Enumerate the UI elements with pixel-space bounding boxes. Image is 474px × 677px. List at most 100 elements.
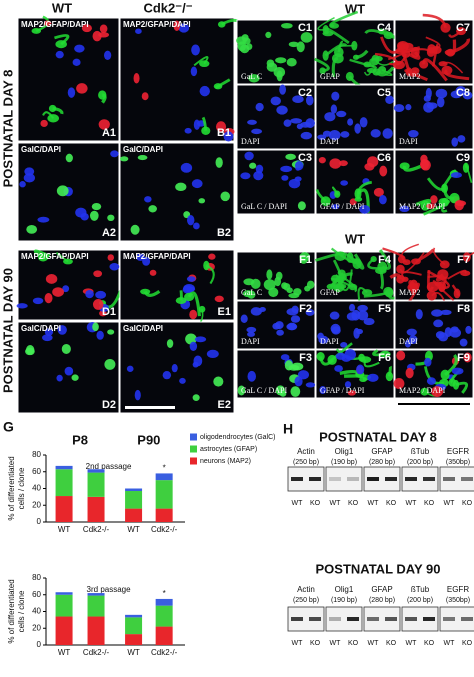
cell-blob [435, 331, 445, 339]
cell-blob [425, 87, 432, 99]
bar-segment [87, 472, 105, 497]
bar-segment [87, 595, 105, 617]
panel-id: C3 [298, 152, 312, 164]
cell-blob [460, 270, 471, 277]
cell-blob [44, 328, 54, 336]
image-caption: MAP2 [399, 288, 420, 297]
cell-blob [56, 185, 69, 197]
cell-blob [203, 260, 210, 271]
cell-blob [440, 22, 451, 33]
y-tick-label: 20 [32, 623, 41, 632]
micrograph: GalC/DAPI A2 [17, 142, 120, 242]
cell-blob [26, 224, 38, 234]
sample-label: KO [462, 640, 473, 647]
panel-letter: G [3, 419, 14, 435]
cell-blob [286, 58, 297, 67]
sample-label: WT [444, 500, 456, 507]
y-axis-label: cells / clone [17, 590, 26, 632]
size-label: (190 bp) [331, 597, 357, 604]
cell-blob [141, 92, 149, 101]
cell-blob [393, 378, 405, 389]
bar-segment [155, 473, 173, 481]
cell-blob [244, 151, 254, 161]
cell-blob [191, 179, 203, 189]
sample-label: KO [424, 500, 435, 507]
cell-blob [305, 382, 316, 388]
cell-blob [237, 385, 246, 396]
cell-blob [427, 44, 436, 54]
image-bg [119, 142, 235, 242]
size-label: (280 bp) [369, 597, 395, 604]
image-caption: DAPI [241, 137, 260, 146]
cell-blob [42, 334, 53, 342]
panel-id: C5 [377, 87, 391, 99]
y-tick-label: 60 [32, 467, 41, 476]
cell-blob [420, 159, 431, 171]
cell-blob [55, 40, 67, 49]
cell-blob [453, 288, 461, 299]
cell-blob [455, 200, 467, 207]
gel-band [367, 477, 379, 481]
cell-blob [109, 262, 120, 271]
cell-blob [107, 214, 115, 222]
group-label: P8 [72, 432, 88, 447]
cell-blob [16, 303, 28, 309]
micrograph: GalC/DAPI D2 [17, 321, 120, 414]
cell-blob [351, 258, 361, 265]
panel-id: F5 [378, 303, 391, 315]
cell-blob [300, 131, 312, 140]
cell-blob [426, 377, 436, 385]
bar-segment [125, 617, 143, 635]
bar-segment [55, 592, 73, 595]
cell-blob [52, 287, 64, 297]
cell-blob [435, 88, 448, 99]
cell-blob [148, 205, 157, 213]
cell-blob [85, 289, 94, 299]
cell-blob [144, 196, 152, 203]
cell-blob [126, 365, 134, 372]
gene-label: ßTub [411, 585, 430, 594]
cell-blob [320, 196, 331, 207]
cell-blob [140, 288, 151, 295]
cell-blob [344, 381, 352, 388]
cell-blob [286, 323, 298, 331]
size-label: (250 bp) [293, 459, 319, 466]
sample-label: KO [462, 500, 473, 507]
panel-id: C9 [456, 152, 470, 164]
micrograph: C1 GaL C [236, 19, 316, 85]
column-label: WT [52, 0, 72, 15]
cell-blob [255, 164, 264, 174]
cell-blob [345, 71, 354, 82]
cell-blob [437, 269, 449, 280]
cell-blob [133, 73, 140, 84]
cell-blob [359, 376, 368, 383]
cell-blob [451, 137, 459, 147]
cell-blob [247, 119, 257, 125]
cell-blob [40, 119, 48, 128]
bar-segment [55, 469, 73, 497]
chart-title: 3rd passage [87, 585, 132, 594]
panel-id: F1 [299, 254, 312, 266]
cell-blob [456, 27, 467, 36]
sample-label: WT [330, 640, 342, 647]
cell-blob [166, 339, 174, 348]
cell-blob [420, 200, 431, 211]
cell-blob [357, 304, 368, 312]
cell-blob [247, 331, 255, 337]
cell-blob [186, 276, 196, 282]
cell-blob [318, 156, 326, 164]
cell-blob [379, 165, 388, 177]
cell-blob [348, 303, 356, 312]
cell-blob [25, 345, 35, 355]
cell-blob [180, 162, 193, 173]
cell-blob [424, 357, 432, 367]
cell-blob [63, 258, 73, 265]
cell-blob [328, 130, 341, 141]
bar-segment [155, 480, 173, 509]
panel-id: C6 [377, 152, 391, 164]
cell-blob [23, 173, 36, 183]
gel-band [405, 617, 417, 621]
image-caption: GaL C / DAPI [241, 386, 287, 395]
x-tick-label: Cdk2-/- [83, 525, 110, 534]
cell-blob [393, 60, 405, 70]
